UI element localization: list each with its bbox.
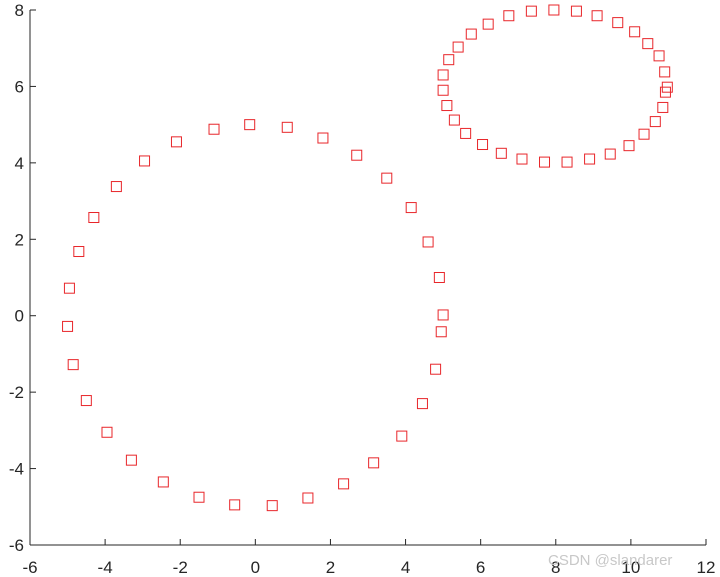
y-tick-label: 4 xyxy=(15,154,24,173)
data-point xyxy=(570,5,582,17)
y-axis-ticks: -6 -4 -2 0 2 4 6 8 xyxy=(9,1,36,555)
x-tick-label: 4 xyxy=(401,558,410,577)
data-point xyxy=(80,395,92,407)
x-tick-label: 0 xyxy=(251,558,260,577)
data-point xyxy=(170,136,182,148)
y-tick-label: 0 xyxy=(15,307,24,326)
axes xyxy=(29,10,706,546)
data-point xyxy=(67,359,79,371)
data-point xyxy=(266,500,278,512)
data-point xyxy=(351,149,363,161)
data-point xyxy=(157,476,169,488)
data-point xyxy=(525,5,537,17)
x-axis-ticks: -6 -4 -2 0 2 4 6 8 10 12 xyxy=(22,539,715,577)
x-tick-label: 12 xyxy=(697,558,716,577)
data-point xyxy=(430,363,442,375)
watermark: CSDN @slandarer xyxy=(548,552,672,569)
data-point xyxy=(612,17,624,29)
data-point xyxy=(443,54,455,66)
data-point xyxy=(317,132,329,144)
data-point xyxy=(88,212,100,224)
data-point xyxy=(73,246,85,258)
data-point xyxy=(460,127,472,139)
data-point xyxy=(516,153,528,165)
data-point xyxy=(422,236,434,248)
x-tick-label: 8 xyxy=(551,558,560,577)
data-point xyxy=(125,454,137,466)
data-point xyxy=(623,140,635,152)
data-point xyxy=(441,100,453,112)
y-tick-label: -4 xyxy=(9,460,24,479)
y-tick-label: -2 xyxy=(9,383,24,402)
y-tick-label: 8 xyxy=(15,1,24,20)
data-point xyxy=(62,320,74,332)
data-point xyxy=(405,202,417,214)
data-point xyxy=(416,398,428,410)
data-point xyxy=(638,128,650,140)
data-point xyxy=(368,457,380,469)
x-tick-label: 2 xyxy=(326,558,335,577)
data-point xyxy=(548,4,560,16)
data-point xyxy=(653,50,665,62)
data-point xyxy=(591,10,603,22)
x-tick-label: 6 xyxy=(476,558,485,577)
data-point xyxy=(448,114,460,126)
data-point xyxy=(437,69,449,81)
data-point xyxy=(465,28,477,40)
data-point xyxy=(452,41,464,53)
data-point xyxy=(433,272,445,283)
data-point xyxy=(110,181,122,193)
data-point xyxy=(503,10,515,22)
data-point xyxy=(642,38,654,50)
x-tick-label: -6 xyxy=(22,558,37,577)
data-point xyxy=(495,147,507,159)
data-point xyxy=(604,148,616,160)
data-point xyxy=(396,430,408,442)
data-point xyxy=(649,116,661,128)
data-point xyxy=(435,326,447,338)
data-point xyxy=(584,153,596,165)
y-tick-label: 2 xyxy=(15,230,24,249)
data-point xyxy=(244,119,256,131)
data-point xyxy=(338,478,350,490)
data-point xyxy=(629,26,641,38)
data-point xyxy=(193,491,205,503)
data-point xyxy=(482,18,494,30)
data-point xyxy=(63,282,75,294)
x-tick-label: 10 xyxy=(621,558,640,577)
data-point xyxy=(101,426,113,438)
data-point xyxy=(659,86,671,98)
x-tick-label: -2 xyxy=(173,558,188,577)
data-point xyxy=(561,156,573,168)
y-tick-label: -6 xyxy=(9,536,24,555)
data-point xyxy=(139,155,151,167)
data-point xyxy=(381,172,393,184)
data-point xyxy=(208,123,220,135)
data-point xyxy=(659,66,671,78)
data-point xyxy=(539,156,551,168)
data-points xyxy=(62,4,673,512)
data-point xyxy=(437,309,449,321)
data-point xyxy=(437,84,449,96)
data-point xyxy=(281,121,293,133)
x-tick-label: -4 xyxy=(98,558,113,577)
y-tick-label: 6 xyxy=(15,77,24,96)
data-point xyxy=(657,101,669,113)
data-point xyxy=(229,499,241,511)
data-point xyxy=(477,139,489,151)
data-point xyxy=(302,492,314,504)
